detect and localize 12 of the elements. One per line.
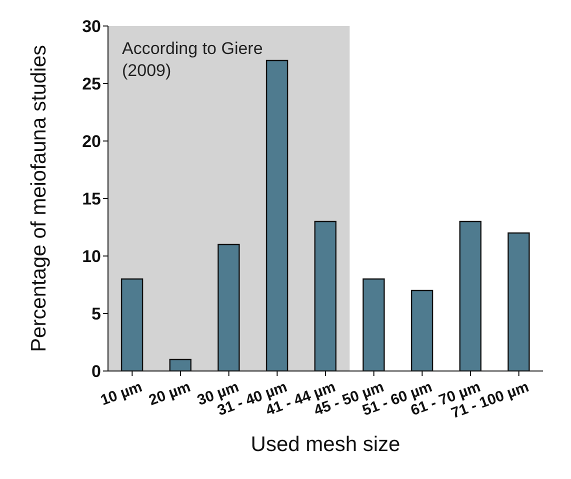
y-tick-label: 5	[92, 304, 101, 324]
y-axis-title: Percentage of meiofauna studies	[27, 44, 50, 352]
y-tick-label: 30	[82, 17, 101, 36]
y-tick-label: 25	[82, 74, 101, 94]
y-tick-label: 0	[92, 362, 101, 382]
x-tick-label: 20 µm	[146, 378, 193, 410]
y-tick-label: 15	[82, 190, 101, 209]
x-axis-title: Used mesh size	[250, 433, 400, 456]
band-label: According to Giere (2009)	[122, 39, 263, 80]
y-tick-label: 20	[82, 132, 101, 152]
x-tick-label: 10 µm	[98, 378, 144, 410]
y-tick-label: 10	[82, 247, 101, 266]
